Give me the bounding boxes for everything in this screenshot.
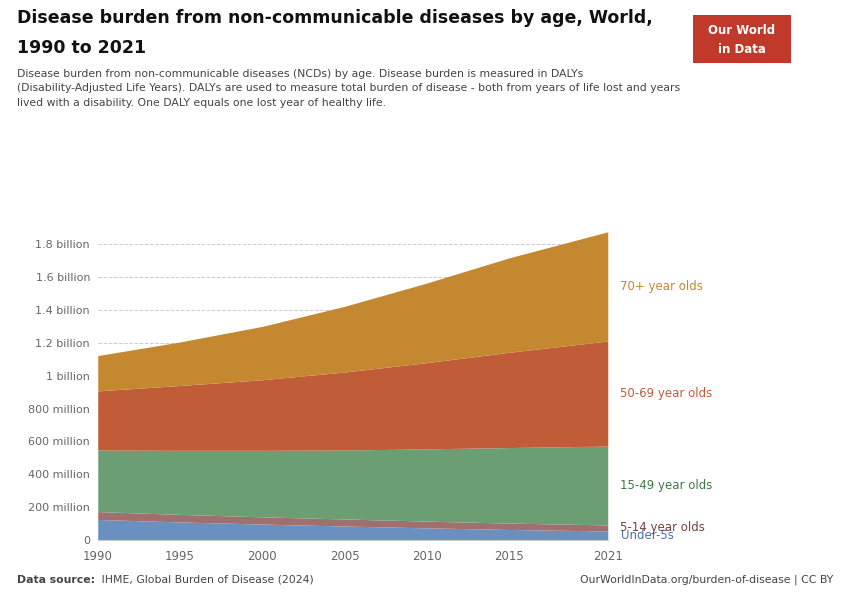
Text: Data source:: Data source: [17,575,95,585]
Text: 50-69 year olds: 50-69 year olds [620,387,713,400]
Text: Under-5s: Under-5s [620,529,673,542]
Text: Our World: Our World [708,25,775,37]
Text: in Data: in Data [717,43,766,56]
Text: IHME, Global Burden of Disease (2024): IHME, Global Burden of Disease (2024) [98,575,314,585]
Text: 15-49 year olds: 15-49 year olds [620,479,713,492]
Text: Disease burden from non-communicable diseases by age, World,: Disease burden from non-communicable dis… [17,9,653,27]
Text: OurWorldInData.org/burden-of-disease | CC BY: OurWorldInData.org/burden-of-disease | C… [580,575,833,585]
Text: 1990 to 2021: 1990 to 2021 [17,39,146,57]
Text: Disease burden from non-communicable diseases (NCDs) by age. Disease burden is m: Disease burden from non-communicable dis… [17,69,680,108]
Text: 5-14 year olds: 5-14 year olds [620,521,706,535]
Text: 70+ year olds: 70+ year olds [620,280,703,293]
